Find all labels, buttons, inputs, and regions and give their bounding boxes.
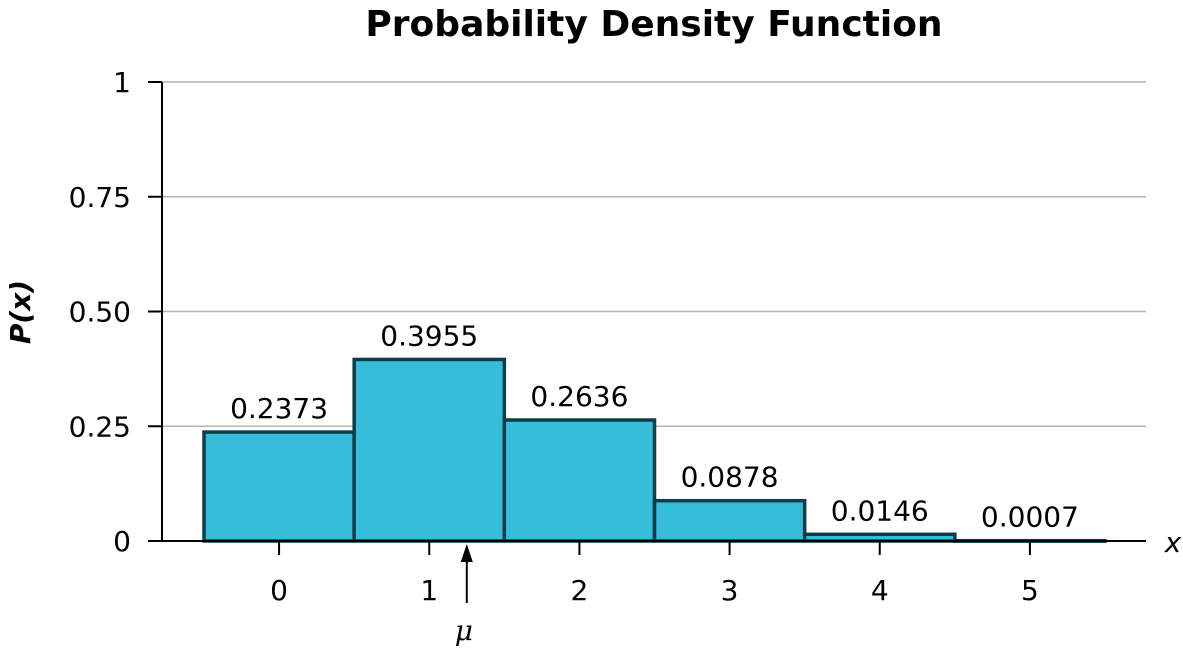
bar-value-label: 0.3955: [380, 319, 478, 352]
y-tick-label: 0: [113, 525, 131, 558]
y-tick-label: 1: [113, 66, 131, 99]
x-axis-label: x: [1164, 526, 1182, 559]
bar: [502, 418, 657, 543]
x-tick-label: 3: [721, 574, 739, 607]
x-tick-label: 4: [871, 574, 889, 607]
x-tick-label: 5: [1021, 574, 1039, 607]
x-tick-label: 1: [420, 574, 438, 607]
bar: [352, 357, 507, 543]
bar: [202, 430, 356, 543]
y-axis-label: P(x): [4, 280, 37, 344]
bars: [202, 357, 1107, 543]
mean-marker: μ: [455, 544, 473, 647]
y-tick-label: 0.75: [69, 181, 131, 214]
bar-value-label: 0.2373: [230, 392, 328, 425]
gridlines: [162, 81, 1146, 427]
bar-value-label: 0.2636: [530, 380, 628, 413]
chart-title: Probability Density Function: [365, 4, 942, 45]
y-tick-label: 0.50: [69, 296, 131, 329]
bar: [652, 498, 807, 543]
mean-label: μ: [455, 614, 473, 647]
x-tick-label: 2: [571, 574, 589, 607]
bar: [802, 532, 957, 543]
x-tick-label: 0: [270, 574, 288, 607]
axes: 0 0.25 0.50 0.75 1 0 1 2 3 4 5: [69, 66, 1146, 607]
data-labels: 0.2373 0.3955 0.2636 0.0878 0.0146 0.0007: [230, 319, 1079, 533]
bar-value-label: 0.0146: [831, 494, 929, 527]
arrow-up-icon: [460, 544, 473, 562]
bar-value-label: 0.0007: [981, 501, 1079, 534]
bar-value-label: 0.0878: [681, 461, 779, 494]
y-tick-label: 0.25: [69, 410, 131, 443]
